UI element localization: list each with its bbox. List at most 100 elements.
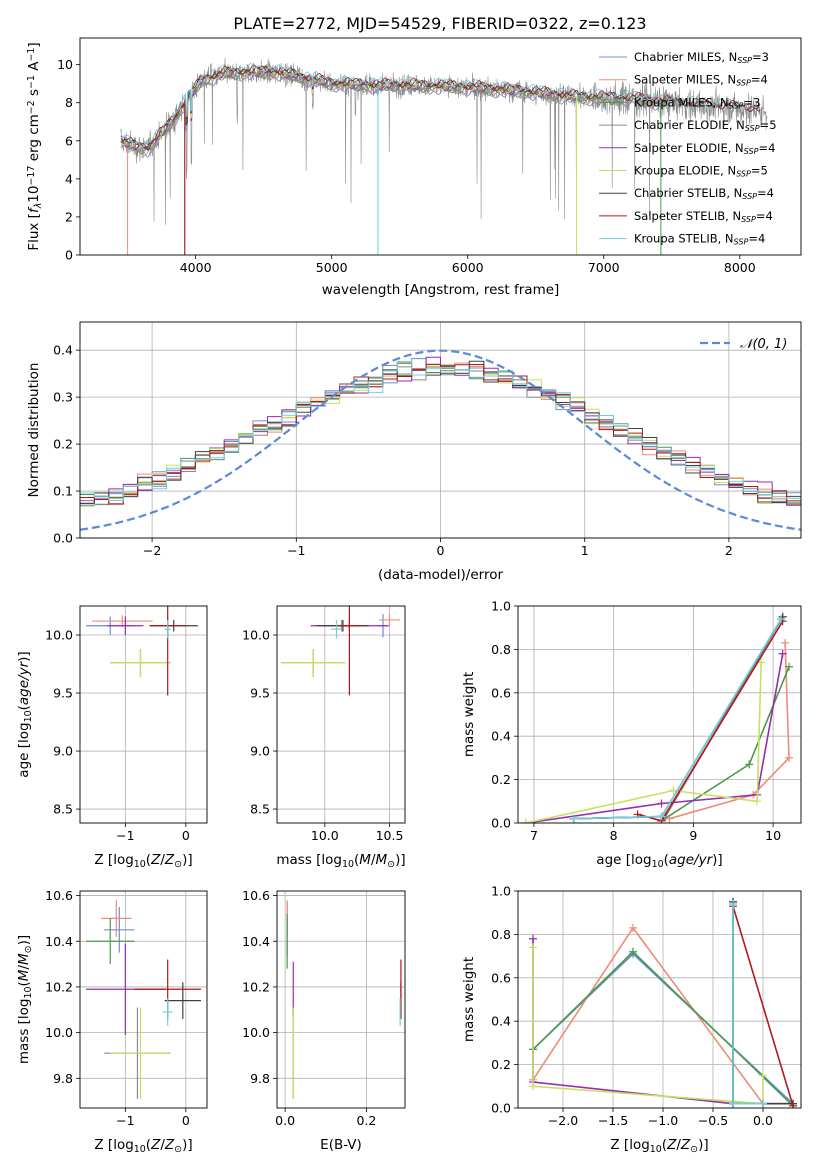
x-axis-label: wavelength [Angstrom, rest frame] xyxy=(322,282,560,298)
label-fragment: ( xyxy=(146,852,151,868)
y-tick-label: 10.4 xyxy=(45,934,73,949)
label-fragment: E(B-V) xyxy=(320,1137,362,1153)
weight-marker xyxy=(778,649,787,658)
spectrum-panel: 4000 5000 6000 7000 8000 0 2 4 6 8 10 wavelength [A… xyxy=(26,37,802,298)
label-fragment: / xyxy=(160,1137,165,1153)
label-fragment: Flux [ xyxy=(26,213,42,251)
legend-label-text: Kroupa MILES, N xyxy=(634,95,729,109)
x-tick-label: 1 xyxy=(581,543,589,558)
x-tick-label: 7 xyxy=(530,828,538,843)
y-tick-label: 0 xyxy=(65,248,73,263)
y-tick-label: 10.2 xyxy=(242,979,270,994)
legend-label-subscript: SSP xyxy=(729,102,744,111)
y-tick-label: 1.0 xyxy=(491,884,511,899)
y-tick-label: 9.8 xyxy=(250,1071,270,1086)
weight-marker xyxy=(785,753,794,762)
label-fragment: ( xyxy=(662,1137,667,1153)
label-fragment: Z xyxy=(150,852,161,868)
axes-frame xyxy=(276,605,406,824)
y-tick-label: 1.0 xyxy=(491,599,511,614)
legend-label: Salpeter MILES, NSSP=4 xyxy=(634,73,768,88)
axes-frame xyxy=(79,37,802,256)
y-tick-label: 0.1 xyxy=(53,484,73,499)
x-tick-label: 0 xyxy=(182,828,190,843)
legend-label: Salpeter STELIB, NSSP=4 xyxy=(634,209,773,224)
histogram-step-line xyxy=(80,363,801,505)
x-tick-label: 8000 xyxy=(724,260,756,275)
legend-label-text: Kroupa ELODIE, N xyxy=(634,164,736,178)
label-fragment: 10 xyxy=(342,859,354,870)
weight-marker xyxy=(529,943,537,952)
label-fragment: 10 xyxy=(650,1144,662,1155)
legend-label-text: Kroupa STELIB, N xyxy=(634,232,734,246)
label-fragment: )] xyxy=(16,935,32,946)
legend-label: 𝒩(0, 1) xyxy=(740,337,787,352)
y-tick-label: 4 xyxy=(65,171,73,186)
x-tick-label: −1 xyxy=(116,828,134,843)
legend-label-subscript: SSP xyxy=(736,170,751,179)
y-axis-label: mass [log10(M/M⊙)] xyxy=(16,935,34,1064)
y-tick-label: 0.6 xyxy=(491,970,511,985)
legend-label: Kroupa MILES, NSSP=3 xyxy=(634,95,760,110)
weight-marker xyxy=(759,1071,767,1080)
x-tick-label: −1 xyxy=(116,1113,134,1128)
label-fragment: −1 xyxy=(26,75,37,89)
label-fragment: mass [log xyxy=(16,999,32,1065)
axes-frame xyxy=(517,605,802,824)
x-tick-label: 8 xyxy=(610,828,618,843)
label-fragment: 10 xyxy=(23,986,34,998)
y-tick-label: 0.4 xyxy=(491,729,511,744)
label-fragment: age/yr xyxy=(16,660,32,705)
weight-marker xyxy=(729,900,737,909)
plot-area xyxy=(86,606,198,696)
y-axis-label: Flux [fλ10−17 erg cm−2 s−1 A−1] xyxy=(26,42,44,250)
label-fragment: 10 xyxy=(134,1144,146,1155)
y-tick-label: 10.6 xyxy=(242,888,270,903)
x-tick-label: 10.5 xyxy=(376,828,404,843)
axes-frame xyxy=(79,605,208,824)
plot-area xyxy=(529,897,797,1108)
label-fragment: Z xyxy=(164,1137,175,1153)
histogram-step-line xyxy=(80,362,801,505)
label-fragment: )] xyxy=(16,651,32,662)
axes-frame xyxy=(517,890,802,1109)
weight-line xyxy=(525,662,762,823)
label-fragment: Z [log xyxy=(610,1137,649,1153)
label-fragment: 10 xyxy=(134,859,146,870)
y-tick-label: 9.5 xyxy=(53,686,73,701)
plot-area xyxy=(120,57,768,255)
x-axis-label: E(B-V) xyxy=(320,1137,362,1153)
weight-marker xyxy=(529,1082,537,1091)
metallicity-age-panel: −1 08.59.09.510.0Z [log10(Z/Z⊙)]age [log1… xyxy=(16,605,208,870)
label-fragment: ⊙ xyxy=(387,859,395,870)
legend-label-text: Salpeter MILES, N xyxy=(634,73,736,87)
label-fragment: / xyxy=(676,1137,681,1153)
legend-label-count: =4 xyxy=(757,186,774,200)
label-fragment: M xyxy=(376,852,388,868)
label-fragment: ⊙ xyxy=(174,859,182,870)
y-tick-label: 9.8 xyxy=(53,1071,73,1086)
weight-marker xyxy=(789,1101,797,1108)
plot-area xyxy=(280,606,400,696)
x-axis-label: Z [log10(Z/Z⊙)] xyxy=(610,1137,708,1155)
y-tick-label: 9.0 xyxy=(250,744,270,759)
label-fragment: )] xyxy=(712,852,723,868)
label-fragment: Z [log xyxy=(94,852,133,868)
x-tick-label: 7000 xyxy=(588,260,620,275)
label-fragment: )] xyxy=(182,1137,193,1153)
x-tick-label: −0.5 xyxy=(698,1113,728,1128)
histogram-step-line xyxy=(80,360,801,501)
model-spectrum-line xyxy=(120,63,761,148)
label-fragment: Z xyxy=(150,1137,161,1153)
legend-label-text: Chabrier MILES, N xyxy=(634,50,737,64)
label-fragment: 10 xyxy=(652,859,664,870)
figure-title: PLATE=2772, MJD=54529, FIBERID=0322, z=0… xyxy=(233,14,646,33)
label-fragment: s xyxy=(26,89,42,100)
y-tick-label: 0.0 xyxy=(53,531,73,546)
weight-marker xyxy=(569,814,578,823)
histogram-step-line xyxy=(80,360,801,504)
legend-label-text: Salpeter ELODIE, N xyxy=(634,141,744,155)
weight-marker xyxy=(753,797,762,806)
